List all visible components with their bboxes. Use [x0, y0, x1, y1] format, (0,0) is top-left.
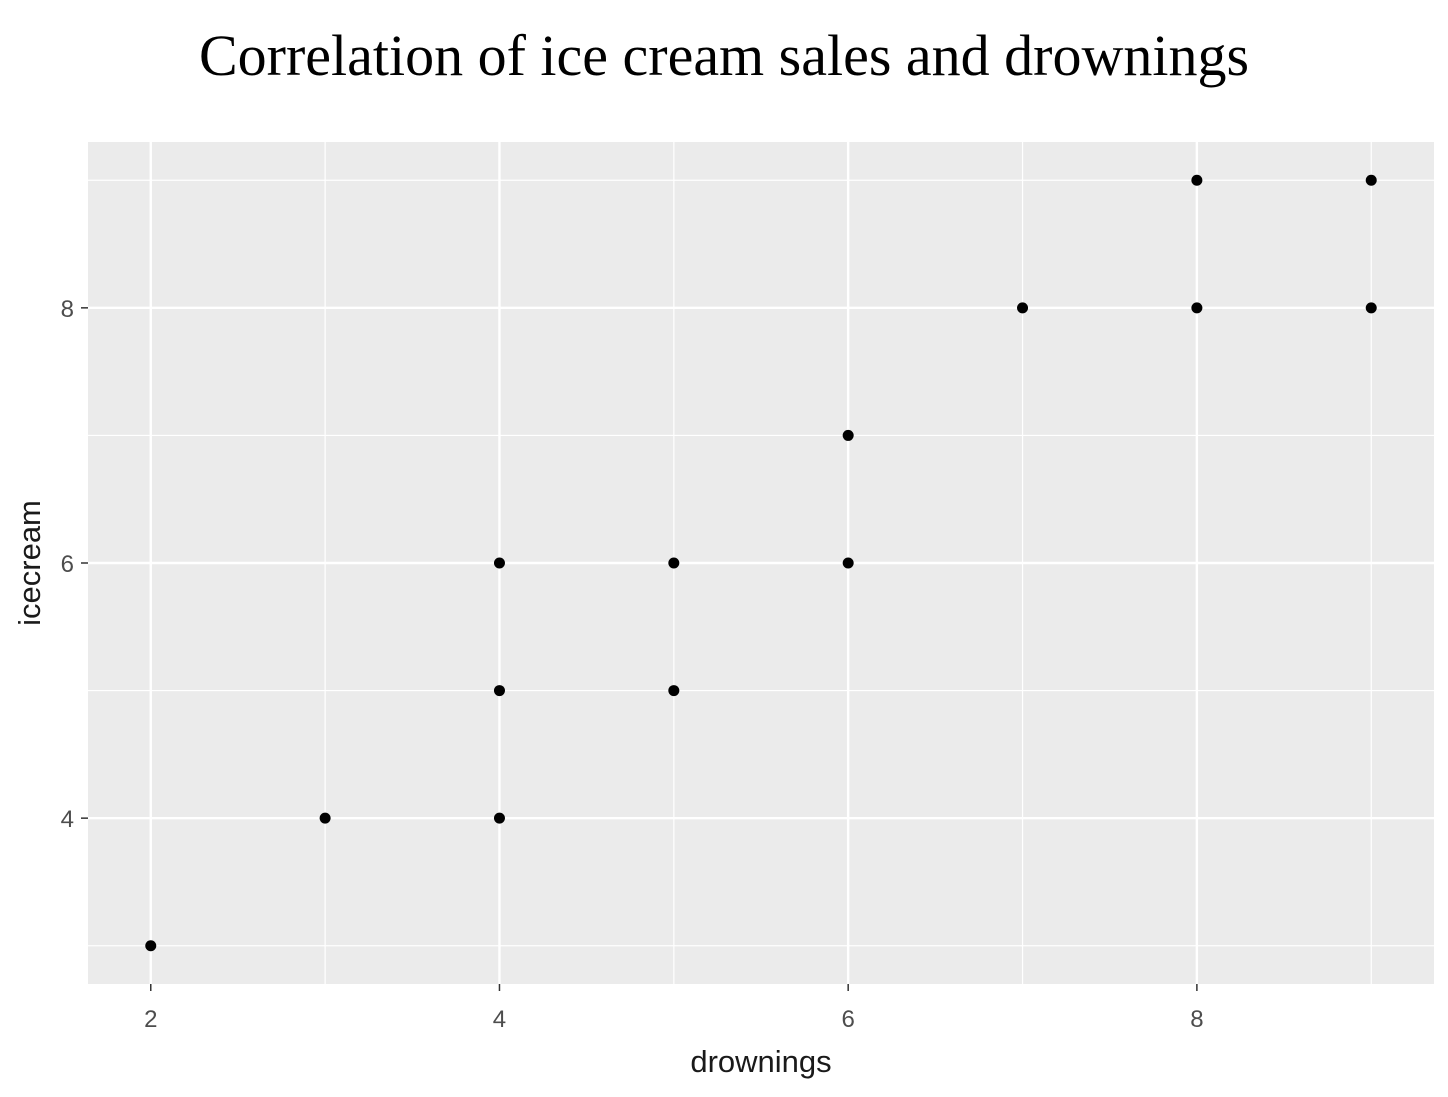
y-tick-label: 8 — [61, 296, 74, 323]
data-point — [1365, 302, 1377, 314]
data-point — [319, 812, 331, 824]
chart-title: Correlation of ice cream sales and drown… — [198, 23, 1250, 88]
x-axis-title: drownings — [690, 1044, 831, 1079]
data-point — [842, 429, 854, 441]
x-tick-label: 8 — [1190, 1006, 1203, 1033]
data-point — [493, 557, 505, 569]
data-point — [1365, 174, 1377, 186]
data-point — [1191, 302, 1203, 314]
data-point — [842, 557, 854, 569]
data-point — [493, 685, 505, 697]
data-point — [493, 812, 505, 824]
data-point — [145, 940, 157, 952]
y-tick-label: 4 — [61, 806, 74, 833]
x-tick-label: 4 — [493, 1006, 506, 1033]
y-axis-ticks: 4 6 8 — [61, 296, 88, 833]
data-point — [1017, 302, 1029, 314]
data-points — [145, 174, 1377, 952]
x-tick-label: 6 — [841, 1006, 854, 1033]
data-point — [668, 557, 680, 569]
y-axis-title: icecream — [12, 500, 47, 626]
x-axis-ticks: 2 4 6 8 — [144, 984, 1204, 1033]
data-point — [1191, 174, 1203, 186]
data-point — [668, 685, 680, 697]
y-tick-label: 6 — [61, 551, 74, 578]
x-tick-label: 2 — [144, 1006, 157, 1033]
